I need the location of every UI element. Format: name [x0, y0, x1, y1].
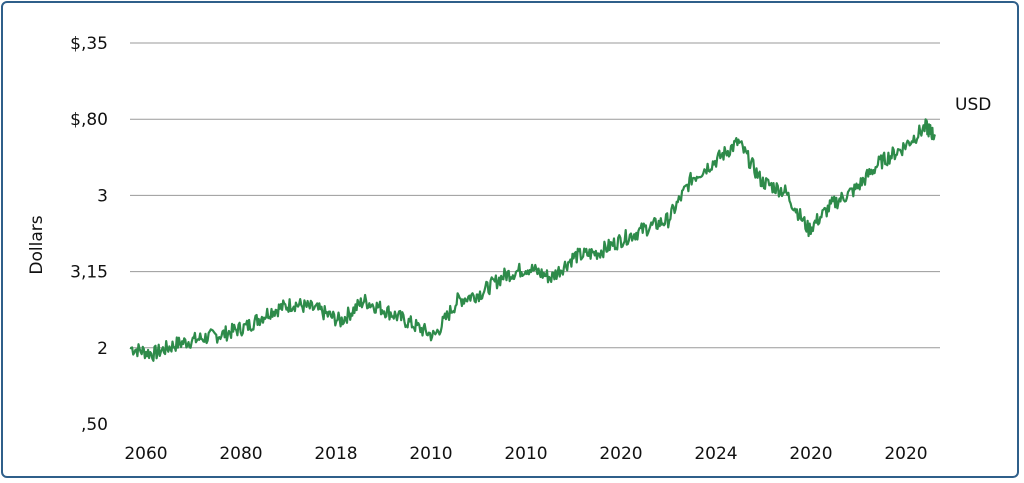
- series-label-usd: USD: [955, 95, 991, 115]
- y-axis-ticks: $,35 $,80 3 3,15 2 ,50: [70, 34, 108, 435]
- y-tick-label: ,50: [81, 415, 108, 435]
- x-tick-label: 2020: [884, 444, 927, 464]
- x-tick-label: 2024: [694, 444, 737, 464]
- y-tick-label: $,80: [70, 110, 108, 130]
- x-tick-label: 2010: [409, 444, 452, 464]
- x-tick-label: 2018: [314, 444, 357, 464]
- gridlines: [130, 42, 940, 349]
- y-tick-label: 3: [97, 186, 108, 206]
- x-tick-label: 2020: [599, 444, 642, 464]
- y-tick-label: $,35: [70, 34, 108, 54]
- x-tick-label: 2010: [504, 444, 547, 464]
- x-tick-label: 2020: [789, 444, 832, 464]
- x-tick-label: 2080: [219, 444, 262, 464]
- x-axis-ticks: 2060 2080 2018 2010 2010 2020 2024 2020 2020: [124, 444, 927, 464]
- y-tick-label: 3,15: [70, 263, 108, 283]
- x-tick-label: 2060: [124, 444, 167, 464]
- usd-series-line: [129, 118, 936, 362]
- y-tick-label: 2: [97, 339, 108, 359]
- y-axis-label: Dollars: [27, 215, 47, 274]
